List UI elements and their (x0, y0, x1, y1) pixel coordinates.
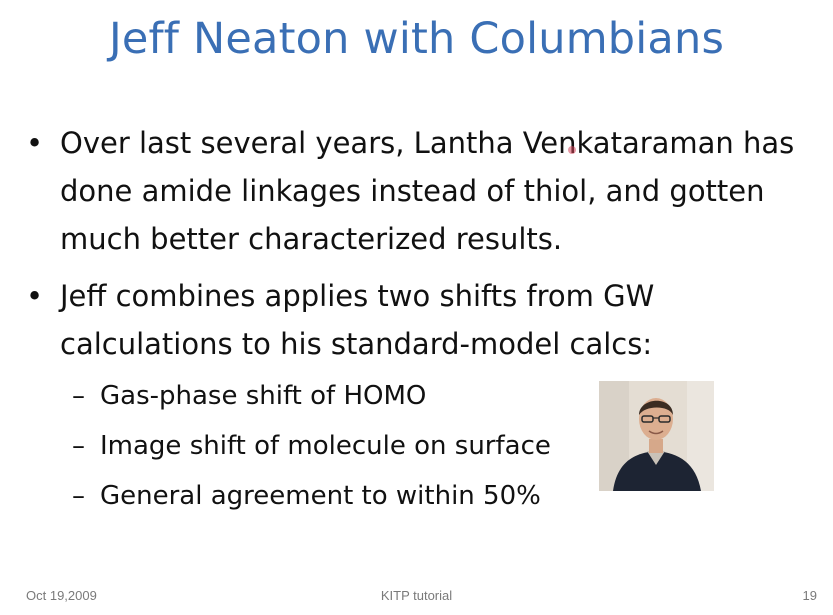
footer-title: KITP tutorial (380, 588, 453, 603)
portrait-photo (599, 381, 714, 491)
page-number: 19 (802, 588, 817, 603)
sub-bullet-marker: – (72, 481, 85, 511)
sub-bullet-item: – General agreement to within 50% (72, 471, 541, 521)
sub-bullet-text: General agreement to within 50% (100, 481, 541, 511)
bullet-text: Over last several years, Lantha Venkatar… (60, 126, 795, 256)
footer-date: Oct 19,2009 (26, 588, 97, 603)
sub-bullet-marker: – (72, 431, 85, 461)
pointer-dot (568, 146, 576, 154)
sub-bullet-text: Gas-phase shift of HOMO (100, 381, 427, 411)
slide-title: Jeff Neaton with Columbians (108, 14, 725, 64)
sub-bullet-text: Image shift of molecule on surface (100, 431, 551, 461)
sub-bullet-marker: – (72, 381, 85, 411)
bullet-marker: • (26, 279, 44, 313)
sub-bullet-item: – Image shift of molecule on surface (72, 421, 551, 471)
sub-bullet-item: – Gas-phase shift of HOMO (72, 371, 426, 421)
bullet-marker: • (26, 126, 44, 160)
bullet-text: Jeff combines applies two shifts from GW… (60, 279, 655, 361)
